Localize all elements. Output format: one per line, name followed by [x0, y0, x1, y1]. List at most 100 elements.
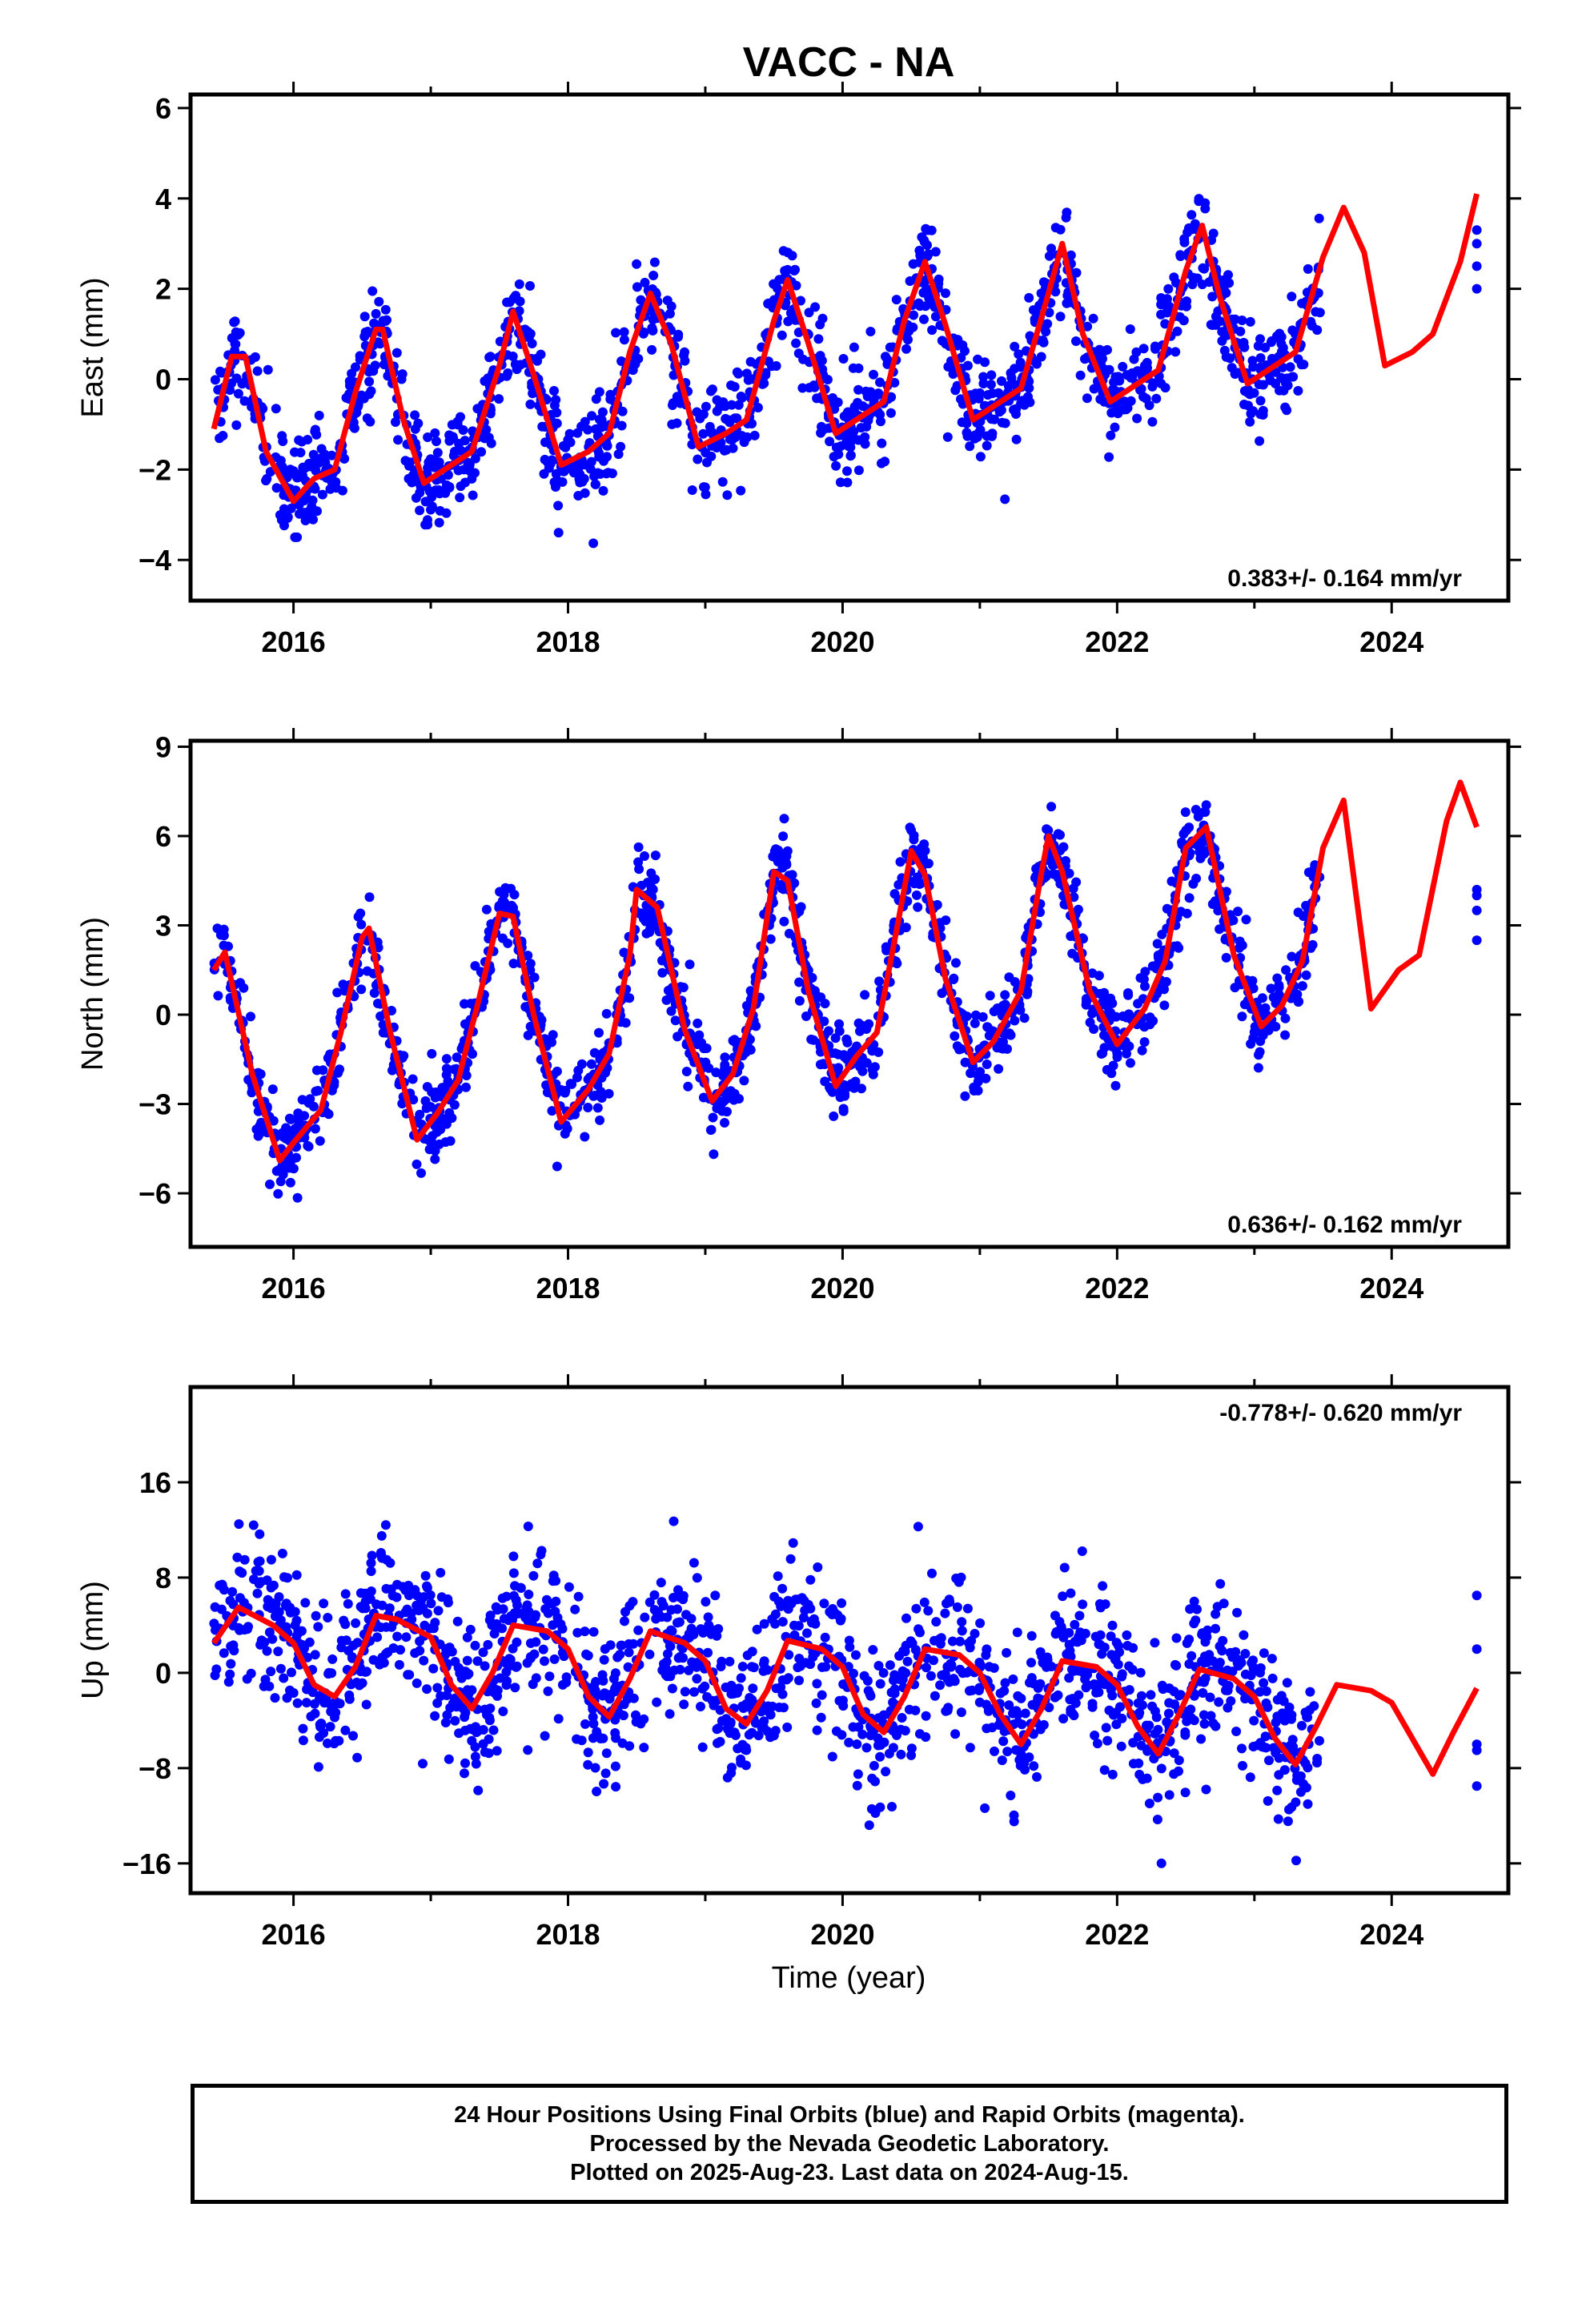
- data-point: [1222, 1680, 1232, 1691]
- data-point: [1272, 1711, 1283, 1722]
- data-point: [820, 999, 830, 1009]
- data-point: [1104, 364, 1114, 375]
- data-point: [698, 1092, 709, 1103]
- data-point: [339, 453, 349, 464]
- data-point: [1263, 1795, 1273, 1806]
- data-point: [659, 1659, 669, 1669]
- data-point: [796, 902, 806, 912]
- data-point: [338, 979, 348, 990]
- data-point: [1000, 418, 1010, 428]
- data-point: [300, 1598, 311, 1608]
- data-point: [783, 316, 793, 327]
- y-tick-label: 0: [155, 1657, 171, 1690]
- data-point: [916, 843, 926, 853]
- data-point: [769, 279, 779, 289]
- data-point: [385, 1558, 396, 1568]
- data-point: [460, 1758, 470, 1768]
- data-point: [432, 1683, 443, 1693]
- data-point: [1264, 1023, 1275, 1033]
- data-point: [644, 1649, 655, 1659]
- data-point: [303, 435, 313, 444]
- data-point: [785, 1554, 796, 1564]
- data-point: [1074, 1610, 1085, 1621]
- data-point: [733, 400, 744, 410]
- data-point: [548, 1576, 558, 1586]
- data-point: [291, 1630, 302, 1641]
- data-point: [1156, 1858, 1166, 1868]
- data-point: [262, 1646, 272, 1656]
- data-point: [1266, 983, 1276, 994]
- data-point: [1211, 1609, 1221, 1619]
- data-point: [998, 1736, 1009, 1747]
- data-point: [1153, 1724, 1163, 1735]
- data-point: [472, 1656, 483, 1667]
- data-point: [1160, 319, 1170, 329]
- data-point: [853, 465, 864, 476]
- data-point: [896, 1749, 906, 1759]
- data-point: [1271, 1747, 1281, 1758]
- data-point: [658, 1601, 669, 1610]
- data-point: [636, 295, 646, 305]
- data-point: [510, 1683, 520, 1693]
- data-point: [1002, 1747, 1013, 1757]
- data-point: [481, 904, 492, 915]
- east-y-axis-label: East (mm): [76, 277, 110, 417]
- data-point: [919, 314, 929, 324]
- data-point: [1472, 905, 1482, 915]
- data-point: [681, 1067, 692, 1076]
- data-point: [285, 1156, 295, 1166]
- data-point: [687, 485, 697, 495]
- data-point: [484, 1734, 494, 1744]
- data-point: [895, 857, 905, 867]
- data-point: [1062, 291, 1073, 301]
- data-point: [956, 1707, 966, 1718]
- data-point: [341, 1635, 351, 1646]
- data-point: [572, 1627, 583, 1638]
- data-point: [1178, 316, 1189, 325]
- data-point: [310, 426, 320, 436]
- data-point: [942, 1662, 953, 1672]
- data-point: [1008, 1674, 1018, 1684]
- x-tick-label: 2020: [810, 625, 874, 658]
- data-point: [965, 1686, 974, 1696]
- data-point: [962, 431, 973, 441]
- data-point: [552, 408, 562, 418]
- data-point: [725, 1656, 735, 1667]
- data-point: [1082, 393, 1092, 404]
- data-point: [294, 1120, 303, 1131]
- data-point: [611, 1782, 621, 1792]
- data-point: [600, 1768, 611, 1779]
- data-point: [250, 352, 260, 362]
- data-point: [1029, 1761, 1039, 1771]
- data-point: [913, 1522, 923, 1532]
- data-point: [614, 1708, 624, 1719]
- data-point: [549, 1654, 560, 1664]
- data-point: [424, 1144, 435, 1155]
- data-point: [1144, 1799, 1154, 1808]
- data-point: [974, 1685, 984, 1695]
- data-point: [583, 1747, 593, 1758]
- data-point: [512, 1661, 522, 1671]
- data-point: [275, 1663, 286, 1674]
- data-point: [992, 1043, 1002, 1053]
- data-point: [1235, 936, 1245, 947]
- data-point: [494, 394, 504, 404]
- data-point: [678, 1653, 688, 1663]
- data-point: [975, 1660, 986, 1671]
- data-point: [1170, 1699, 1179, 1710]
- data-point: [1094, 1687, 1104, 1698]
- data-point: [1211, 320, 1221, 330]
- x-tick-label: 2020: [810, 1918, 874, 1951]
- data-point: [875, 1679, 885, 1689]
- data-point: [570, 1604, 580, 1614]
- data-point: [1089, 1024, 1099, 1034]
- data-point: [313, 1622, 323, 1632]
- data-point: [601, 1748, 612, 1759]
- data-point: [680, 1687, 690, 1697]
- footer-line-3: Plotted on 2025-Aug-23. Last data on 202…: [570, 2160, 1129, 2185]
- data-point: [875, 1751, 885, 1762]
- data-point: [1113, 408, 1123, 419]
- data-point: [1111, 1011, 1122, 1022]
- data-point: [737, 392, 747, 403]
